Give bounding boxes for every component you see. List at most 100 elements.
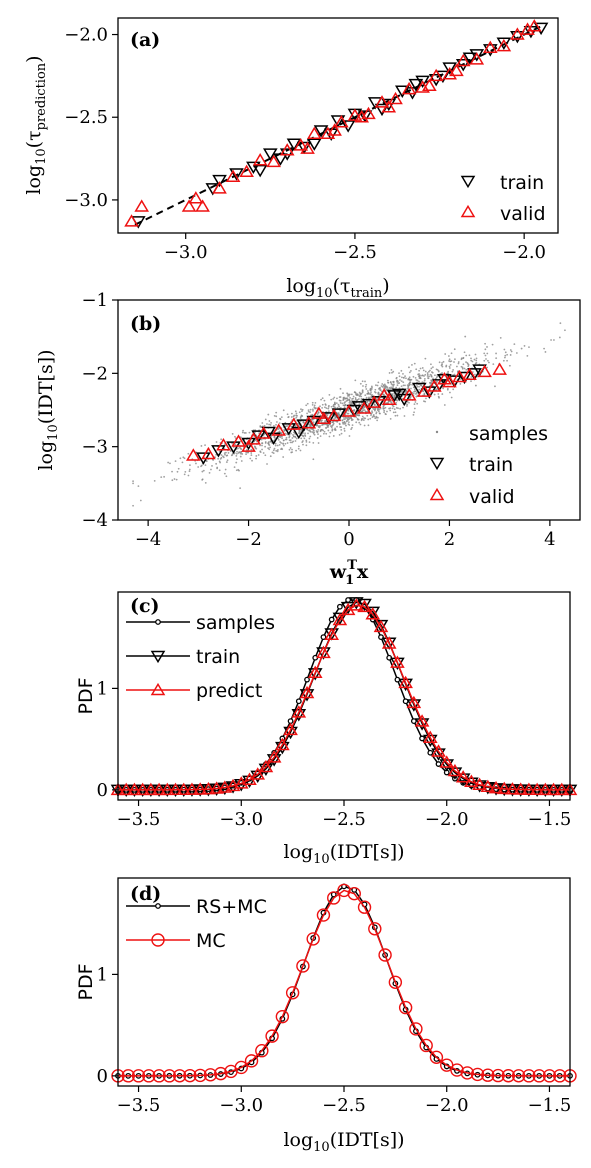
sample-point	[486, 366, 488, 369]
train-point	[313, 125, 329, 138]
sample-point	[504, 354, 507, 357]
sample-point	[456, 365, 458, 368]
pdf-point-predict	[414, 714, 430, 727]
valid-point	[186, 448, 201, 461]
sample-point	[201, 478, 204, 481]
pdf-point-predict	[357, 599, 372, 613]
valid-point	[381, 100, 397, 113]
valid-point	[366, 395, 382, 408]
sample-point	[332, 397, 335, 400]
sample-point	[288, 448, 291, 451]
sample-point	[238, 451, 241, 453]
sample-point	[182, 456, 185, 459]
sample-point	[294, 440, 297, 442]
legend-train-label: train	[469, 454, 513, 476]
valid-point	[241, 439, 256, 452]
valid-point	[376, 388, 392, 401]
sample-point	[322, 432, 325, 435]
train-point	[442, 62, 458, 75]
sample-point	[465, 361, 467, 364]
sample-point	[308, 437, 311, 440]
sample-point	[294, 410, 297, 413]
sample-point	[289, 441, 292, 444]
sample-point	[299, 420, 302, 423]
pdf-point-samples	[435, 761, 442, 767]
pdf-point-mc	[203, 1068, 218, 1082]
pdf-point-mc	[388, 975, 403, 989]
sample-point	[410, 387, 412, 390]
panel-d-ylabel: PDF	[75, 963, 97, 1000]
pdf-point-mc	[532, 1069, 546, 1083]
legend-marker	[155, 619, 161, 625]
legend-marker	[150, 682, 166, 696]
sample-point	[233, 466, 236, 469]
pdf-point-mc	[162, 1069, 177, 1083]
sample-point	[223, 472, 226, 475]
sample-point	[474, 373, 476, 376]
sample-point	[402, 406, 404, 409]
sample-point	[431, 366, 434, 369]
valid-point	[354, 110, 370, 123]
sample-point	[171, 479, 174, 482]
sample-point	[220, 456, 223, 459]
sample-point	[339, 409, 342, 412]
valid-point	[477, 364, 492, 378]
sample-point	[333, 403, 336, 406]
sample-point	[360, 397, 363, 400]
pdf-point-mc	[470, 1067, 485, 1082]
sample-point	[334, 406, 336, 409]
sample-point	[449, 391, 451, 394]
sample-point	[384, 413, 387, 415]
sample-point	[423, 400, 425, 403]
sample-point	[272, 449, 275, 452]
pdf-point-mc	[553, 1069, 567, 1083]
sample-point	[361, 410, 363, 412]
sample-point	[415, 368, 418, 371]
sample-point	[543, 347, 545, 350]
sample-point	[250, 448, 253, 451]
sample-point	[385, 386, 388, 388]
sample-point	[442, 387, 445, 390]
train-point	[510, 30, 525, 44]
sample-point	[274, 437, 276, 440]
sample-point	[341, 402, 344, 405]
sample-point	[396, 392, 398, 395]
sample-point	[346, 397, 349, 400]
sample-point	[298, 432, 300, 435]
sample-point	[305, 444, 308, 447]
sample-point	[412, 392, 415, 395]
sample-point	[462, 363, 465, 366]
sample-point	[427, 377, 430, 380]
sample-point	[274, 442, 277, 445]
valid-point	[520, 22, 535, 35]
sample-point	[174, 460, 177, 463]
sample-point	[395, 386, 398, 389]
pdf-point-predict	[365, 607, 381, 620]
sample-point	[374, 388, 377, 391]
sample-point	[132, 482, 134, 485]
sample-point	[470, 357, 472, 360]
sample-point	[468, 354, 471, 357]
valid-point	[347, 108, 363, 121]
sample-point	[400, 369, 403, 372]
sample-point	[414, 390, 417, 393]
sample-point	[312, 428, 315, 431]
sample-point	[263, 424, 266, 427]
sample-point	[405, 390, 408, 393]
sample-point	[344, 422, 347, 424]
sample-point	[336, 397, 338, 400]
sample-point	[354, 397, 357, 399]
sample-point	[406, 405, 408, 407]
pdf-point-mc	[306, 932, 320, 946]
sample-point	[414, 376, 417, 379]
sample-point	[341, 419, 344, 422]
sample-point	[347, 418, 349, 421]
sample-point	[311, 418, 314, 421]
pdf-point-samples	[304, 676, 310, 683]
sample-point	[326, 424, 329, 427]
sample-point	[274, 444, 277, 447]
sample-point	[447, 355, 450, 357]
sample-point	[187, 452, 190, 455]
sample-point	[484, 354, 487, 357]
pdf-point-predict	[151, 782, 167, 796]
